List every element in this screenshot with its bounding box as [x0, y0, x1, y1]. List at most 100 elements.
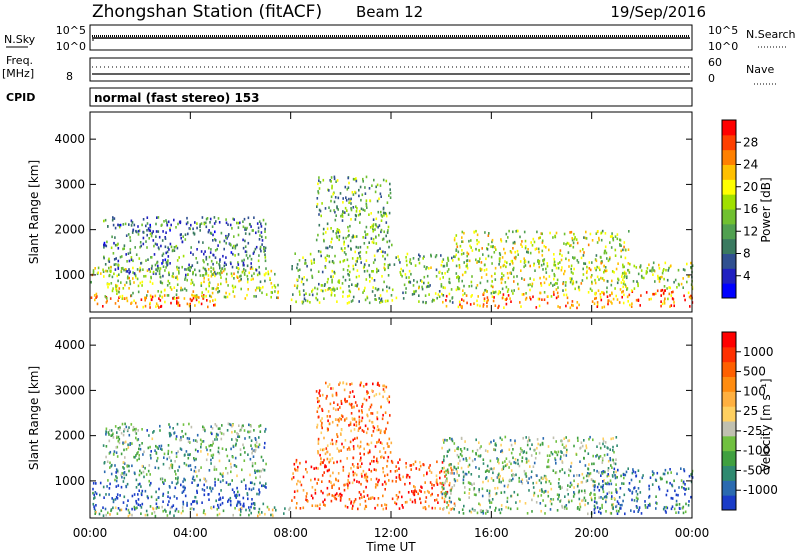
power-cell	[529, 288, 531, 292]
power-cell	[622, 285, 624, 289]
velocity-cell	[263, 446, 266, 449]
power-cell	[117, 279, 119, 283]
velocity-cell	[439, 471, 441, 474]
velocity-cell	[478, 441, 480, 444]
velocity-cell	[618, 509, 620, 513]
velocity-cell	[485, 512, 487, 515]
power-cell	[572, 241, 575, 245]
velocity-cell	[217, 427, 220, 430]
power-cell	[145, 240, 147, 243]
power-cell	[428, 293, 430, 296]
velocity-cell	[457, 447, 460, 451]
power-cell	[443, 264, 446, 268]
power-cell	[376, 267, 378, 271]
power-cell	[172, 275, 175, 279]
power-cell	[504, 251, 506, 255]
power-cell	[337, 231, 340, 234]
power-cell	[217, 217, 220, 220]
velocity-cell	[688, 500, 690, 503]
power-cell	[582, 273, 585, 276]
velocity-cell	[359, 426, 362, 429]
velocity-cell	[408, 475, 411, 479]
power-cell	[194, 221, 196, 224]
power-cell	[563, 272, 565, 276]
power-cell	[349, 290, 352, 294]
velocity-cell	[448, 500, 451, 503]
power-cell	[234, 254, 236, 257]
velocity-cell	[350, 502, 352, 505]
velocity-cell	[342, 469, 345, 472]
power-cell	[372, 229, 374, 233]
velocity-cell	[614, 474, 616, 477]
power-cell	[531, 282, 534, 286]
power-cell	[147, 227, 150, 230]
power-cell	[162, 274, 164, 278]
velocity-cell	[568, 474, 570, 477]
velocity-cell	[369, 405, 372, 409]
power-cell	[208, 229, 210, 232]
velocity-cell	[105, 455, 107, 459]
velocity-cell	[340, 414, 343, 417]
power-cell	[350, 218, 352, 221]
velocity-cell	[608, 491, 610, 494]
velocity-cell	[187, 440, 190, 443]
power-cell	[476, 261, 478, 264]
power-cell	[434, 292, 437, 295]
velocity-cell	[464, 472, 467, 476]
velocity-cell	[495, 444, 497, 447]
power-cell	[341, 249, 344, 252]
power-cell	[373, 279, 376, 282]
velocity-cell	[119, 426, 121, 429]
velocity-cell	[676, 503, 678, 506]
velocity-cell	[317, 437, 320, 441]
velocity-cell	[549, 499, 552, 503]
power-cell	[190, 223, 192, 227]
velocity-cell	[584, 499, 587, 502]
velocity-cell	[235, 437, 237, 441]
power-cell	[107, 285, 109, 289]
velocity-cell	[513, 461, 515, 464]
power-cell	[615, 267, 618, 271]
velocity-cell	[382, 413, 384, 417]
power-cell	[333, 287, 335, 291]
velocity-cell	[440, 469, 443, 473]
velocity-cell	[431, 486, 433, 490]
velocity-cell	[208, 469, 211, 472]
power-cell	[209, 221, 211, 224]
power-cell	[264, 227, 266, 231]
power-cell	[453, 236, 456, 240]
power-cell	[611, 302, 613, 305]
power-cell	[667, 269, 670, 272]
velocity-cell	[512, 477, 514, 481]
power-cell	[363, 289, 365, 292]
velocity-cell	[125, 448, 128, 451]
power-cell	[408, 280, 410, 284]
power-cell	[262, 218, 265, 222]
power-cell	[352, 177, 355, 181]
velocity-cell	[187, 456, 190, 460]
velocity-cell	[238, 493, 241, 497]
power-cell	[108, 282, 110, 286]
velocity-cell	[180, 511, 183, 515]
velocity-cell	[157, 447, 160, 450]
velocity-cell	[222, 475, 224, 478]
power-cell	[625, 285, 627, 288]
power-cell	[388, 239, 391, 243]
power-cell	[103, 243, 105, 247]
velocity-cell	[459, 459, 461, 463]
power-cell	[458, 266, 461, 269]
power-cell	[350, 300, 353, 303]
power-cell	[498, 260, 501, 263]
power-cell	[461, 279, 463, 283]
velocity-cell	[221, 424, 223, 427]
velocity-cell	[250, 444, 252, 447]
power-cell	[127, 233, 130, 236]
power-cell	[541, 254, 544, 257]
velocity-cell	[561, 461, 564, 464]
power-cell	[570, 271, 573, 274]
power-cell	[490, 284, 493, 288]
power-cell	[202, 297, 204, 300]
velocity-cell	[121, 475, 123, 479]
power-cell	[156, 243, 158, 246]
power-cell	[195, 294, 198, 297]
